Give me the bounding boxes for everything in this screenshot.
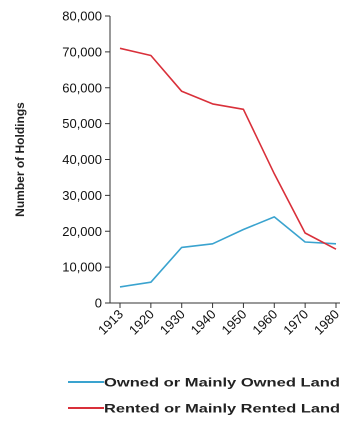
x-tick-label: 1960 [249,307,280,338]
legend-item: Owned or Mainly Owned Land [68,376,340,390]
x-tick-label: 1913 [95,307,126,338]
x-tick-label: 1920 [126,307,157,338]
x-tick-label: 1970 [280,307,311,338]
y-tick-label: 0 [95,296,102,311]
x-tick-label: 1950 [218,307,249,338]
x-tick-label: 1980 [311,307,342,338]
y-tick-label: 50,000 [62,116,102,131]
y-tick-label: 10,000 [62,260,102,275]
legend-label: Rented or Mainly Rented Land [104,402,340,416]
series-lines [119,47,337,288]
legend-label: Owned or Mainly Owned Land [104,376,340,390]
y-tick-label: 30,000 [62,188,102,203]
y-axis-title: Number of Holdings [13,102,27,217]
legend: Owned or Mainly Owned Land Rented or Main… [68,376,340,416]
plot-area: 0 10,000 20,000 30,000 40,000 50,000 60,000 70,… [62,9,342,338]
x-tick-label: 1930 [157,307,188,338]
x-axis-ticks: 1913 1920 1930 1940 1950 1960 1970 1980 [95,303,342,338]
series-line-owned [119,216,337,288]
y-tick-label: 20,000 [62,224,102,239]
y-tick-label: 40,000 [62,152,102,167]
y-tick-label: 70,000 [62,44,102,59]
y-tick-label: 80,000 [62,9,102,24]
x-tick-label: 1940 [188,307,219,338]
y-tick-label: 60,000 [62,80,102,95]
legend-item: Rented or Mainly Rented Land [68,402,340,416]
series-line-rented [119,47,337,250]
y-axis-ticks: 0 10,000 20,000 30,000 40,000 50,000 60,000 70,… [62,9,110,311]
